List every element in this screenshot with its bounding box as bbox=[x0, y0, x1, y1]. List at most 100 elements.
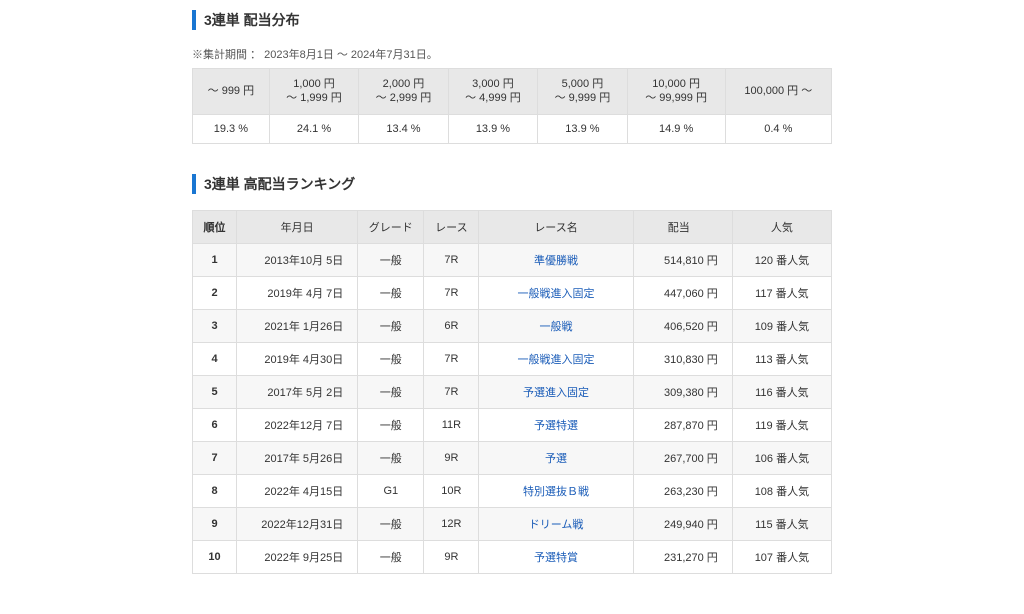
table-cell: 一般 bbox=[358, 309, 424, 342]
distrib-value: 13.9 % bbox=[448, 114, 537, 143]
race-link[interactable]: 一般戦 bbox=[540, 321, 573, 333]
distrib-header: ～ 999 円 bbox=[193, 69, 270, 115]
table-cell: 2021年 1月26日 bbox=[237, 309, 358, 342]
distrib-value: 13.4 % bbox=[359, 114, 448, 143]
table-row: 92022年12月31日一般12Rドリーム戦249,940 円115 番人気 bbox=[193, 507, 832, 540]
ranking-title: 3連単 高配当ランキング bbox=[192, 174, 832, 194]
distribution-note: ※集計期間 ： 2023年8月1日 ～ 2024年7月31日。 bbox=[192, 46, 832, 62]
table-cell[interactable]: 予選特賞 bbox=[479, 540, 633, 573]
col-rank: 順位 bbox=[193, 210, 237, 243]
table-cell: 6R bbox=[424, 309, 479, 342]
table-cell: 7R bbox=[424, 375, 479, 408]
table-cell: 119 番人気 bbox=[732, 408, 831, 441]
col-pop: 人気 bbox=[732, 210, 831, 243]
table-cell: 120 番人気 bbox=[732, 243, 831, 276]
table-cell: 2022年 4月15日 bbox=[237, 474, 358, 507]
race-link[interactable]: 予選特賞 bbox=[534, 552, 578, 564]
table-cell: 287,870 円 bbox=[633, 408, 732, 441]
col-payout: 配当 bbox=[633, 210, 732, 243]
distribution-table: ～ 999 円1,000 円～ 1,999 円2,000 円～ 2,999 円3… bbox=[192, 68, 832, 144]
table-cell: 12R bbox=[424, 507, 479, 540]
table-row: 102022年 9月25日一般9R予選特賞231,270 円107 番人気 bbox=[193, 540, 832, 573]
table-cell: 107 番人気 bbox=[732, 540, 831, 573]
race-link[interactable]: ドリーム戦 bbox=[529, 519, 584, 531]
table-cell: 8 bbox=[193, 474, 237, 507]
col-date: 年月日 bbox=[237, 210, 358, 243]
table-cell: 2019年 4月30日 bbox=[237, 342, 358, 375]
table-cell: 309,380 円 bbox=[633, 375, 732, 408]
table-row: 82022年 4月15日G110R特別選抜Ｂ戦263,230 円108 番人気 bbox=[193, 474, 832, 507]
col-grade: グレード bbox=[358, 210, 424, 243]
table-cell: 113 番人気 bbox=[732, 342, 831, 375]
table-cell: 2013年10月 5日 bbox=[237, 243, 358, 276]
table-cell: 一般 bbox=[358, 441, 424, 474]
distribution-title: 3連単 配当分布 bbox=[192, 10, 832, 30]
race-link[interactable]: 予選特選 bbox=[534, 420, 578, 432]
table-cell: 9 bbox=[193, 507, 237, 540]
distrib-header: 2,000 円～ 2,999 円 bbox=[359, 69, 448, 115]
distrib-value: 19.3 % bbox=[193, 114, 270, 143]
table-cell: 一般 bbox=[358, 342, 424, 375]
race-link[interactable]: 予選進入固定 bbox=[523, 387, 589, 399]
race-link[interactable]: 特別選抜Ｂ戦 bbox=[523, 486, 589, 498]
table-cell[interactable]: 一般戦進入固定 bbox=[479, 276, 633, 309]
table-cell: 一般 bbox=[358, 507, 424, 540]
race-link[interactable]: 一般戦進入固定 bbox=[518, 354, 595, 366]
table-cell: 7R bbox=[424, 276, 479, 309]
distrib-value: 0.4 % bbox=[725, 114, 831, 143]
table-cell: 2017年 5月26日 bbox=[237, 441, 358, 474]
ranking-table: 順位 年月日 グレード レース レース名 配当 人気 12013年10月 5日一… bbox=[192, 210, 832, 574]
table-cell: 2017年 5月 2日 bbox=[237, 375, 358, 408]
table-cell: 7 bbox=[193, 441, 237, 474]
table-row: 62022年12月 7日一般11R予選特選287,870 円119 番人気 bbox=[193, 408, 832, 441]
table-cell: 2022年 9月25日 bbox=[237, 540, 358, 573]
table-cell: 109 番人気 bbox=[732, 309, 831, 342]
table-row: 32021年 1月26日一般6R一般戦406,520 円109 番人気 bbox=[193, 309, 832, 342]
distrib-header: 1,000 円～ 1,999 円 bbox=[269, 69, 358, 115]
table-cell: 6 bbox=[193, 408, 237, 441]
distrib-header: 5,000 円～ 9,999 円 bbox=[538, 69, 627, 115]
table-cell: 10 bbox=[193, 540, 237, 573]
table-cell: 7R bbox=[424, 243, 479, 276]
table-cell: 10R bbox=[424, 474, 479, 507]
race-link[interactable]: 一般戦進入固定 bbox=[518, 288, 595, 300]
table-cell: 117 番人気 bbox=[732, 276, 831, 309]
table-cell[interactable]: 特別選抜Ｂ戦 bbox=[479, 474, 633, 507]
table-cell: 4 bbox=[193, 342, 237, 375]
table-row: 42019年 4月30日一般7R 一般戦進入固定 310,830 円113 番人気 bbox=[193, 342, 832, 375]
table-cell: 7R bbox=[424, 342, 479, 375]
table-row: 22019年 4月 7日一般7R一般戦進入固定447,060 円117 番人気 bbox=[193, 276, 832, 309]
table-cell: 231,270 円 bbox=[633, 540, 732, 573]
table-cell[interactable]: ドリーム戦 bbox=[479, 507, 633, 540]
table-cell: 447,060 円 bbox=[633, 276, 732, 309]
table-cell: 1 bbox=[193, 243, 237, 276]
table-cell[interactable]: 一般戦 bbox=[479, 309, 633, 342]
distrib-value: 13.9 % bbox=[538, 114, 627, 143]
table-cell[interactable]: 一般戦進入固定 bbox=[479, 342, 633, 375]
table-row: 12013年10月 5日一般7R準優勝戦514,810 円120 番人気 bbox=[193, 243, 832, 276]
table-cell[interactable]: 準優勝戦 bbox=[479, 243, 633, 276]
distrib-header: 100,000 円 ～ bbox=[725, 69, 831, 115]
table-cell: 514,810 円 bbox=[633, 243, 732, 276]
table-cell: 2019年 4月 7日 bbox=[237, 276, 358, 309]
table-cell: 267,700 円 bbox=[633, 441, 732, 474]
table-cell: 3 bbox=[193, 309, 237, 342]
table-cell: 一般 bbox=[358, 540, 424, 573]
distrib-header: 3,000 円～ 4,999 円 bbox=[448, 69, 537, 115]
race-link[interactable]: 準優勝戦 bbox=[534, 255, 578, 267]
table-cell: 一般 bbox=[358, 408, 424, 441]
table-cell: 249,940 円 bbox=[633, 507, 732, 540]
table-row: 52017年 5月 2日一般7R予選進入固定309,380 円116 番人気 bbox=[193, 375, 832, 408]
table-cell[interactable]: 予選 bbox=[479, 441, 633, 474]
table-cell: 310,830 円 bbox=[633, 342, 732, 375]
col-race: レース bbox=[424, 210, 479, 243]
distrib-header: 10,000 円～ 99,999 円 bbox=[627, 69, 725, 115]
race-link[interactable]: 予選 bbox=[545, 453, 567, 465]
table-cell: 一般 bbox=[358, 375, 424, 408]
table-cell: 2022年12月31日 bbox=[237, 507, 358, 540]
table-cell[interactable]: 予選特選 bbox=[479, 408, 633, 441]
col-name: レース名 bbox=[479, 210, 633, 243]
table-cell[interactable]: 予選進入固定 bbox=[479, 375, 633, 408]
table-cell: 一般 bbox=[358, 276, 424, 309]
distrib-value: 14.9 % bbox=[627, 114, 725, 143]
